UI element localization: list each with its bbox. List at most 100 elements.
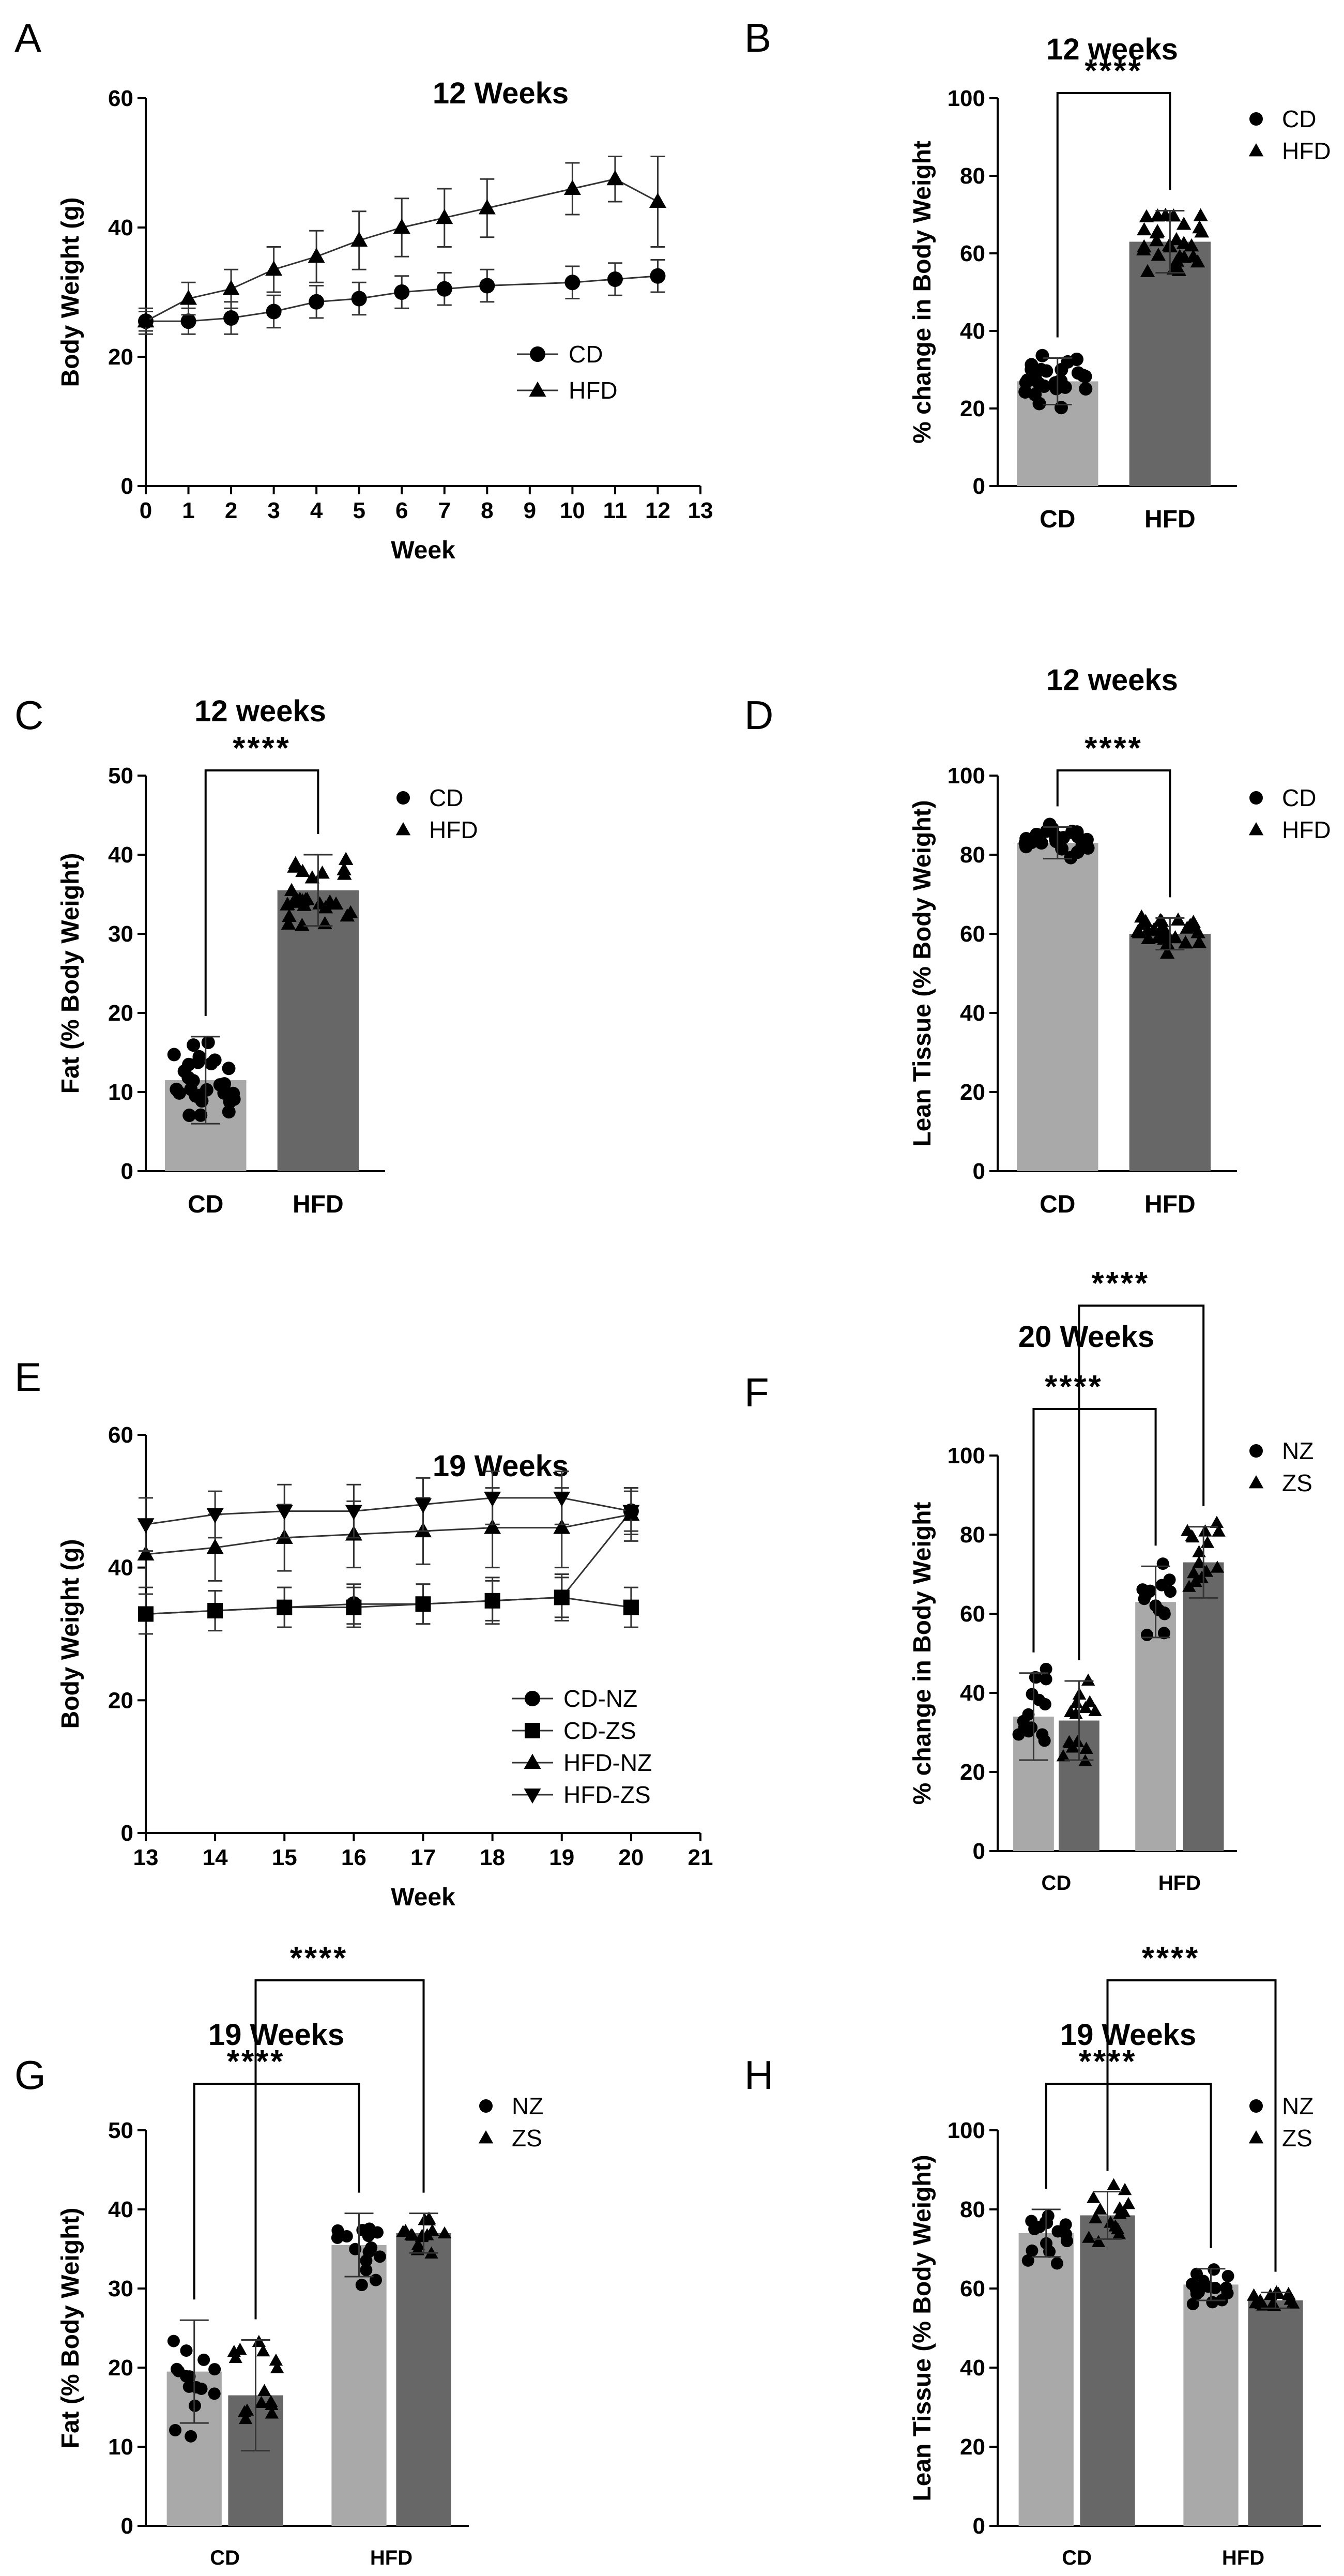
c-legend-cd-label: CD	[429, 784, 463, 811]
e-ytick-label: 20	[108, 1688, 133, 1713]
g-datapoint-cd-nz	[208, 2387, 221, 2400]
e-xtick-label: 15	[272, 1845, 297, 1870]
b-ytick-label: 0	[973, 474, 985, 499]
c-ytick-label: 20	[108, 1001, 133, 1026]
f-ytick-label: 100	[948, 1443, 985, 1468]
g-ytick-label: 20	[108, 2355, 133, 2381]
f-datapoint-hfd-zs	[1210, 1560, 1225, 1573]
f-legend-zs-marker	[1248, 1475, 1264, 1489]
a-series-cd-point	[309, 294, 325, 310]
c-datapoint-cd	[181, 1071, 195, 1085]
d-datapoint-hfd	[1134, 909, 1149, 923]
a-legend-hfd-label: HFD	[569, 377, 618, 404]
e-series-hfd-zs-point	[553, 1491, 571, 1507]
b-datapoint-hfd	[1186, 249, 1201, 263]
h-legend-nz-marker	[1249, 2099, 1263, 2113]
a-series-cd-point	[351, 291, 367, 307]
f-legend-nz-label: NZ	[1282, 1437, 1314, 1464]
d-ytick-label: 100	[948, 763, 985, 789]
d-ytick-label: 80	[960, 842, 985, 868]
h-datapoint-hfd-zs	[1263, 2288, 1277, 2300]
g-datapoint-cd-nz	[180, 2344, 193, 2357]
h-datapoint-cd-zs	[1093, 2202, 1107, 2215]
c-datapoint-hfd	[338, 852, 354, 865]
d-ylabel: Lean Tissue (% Body Weight)	[909, 800, 936, 1146]
g-datapoint-cd-zs	[264, 2395, 278, 2407]
f-datapoint-hfd-zs	[1186, 1566, 1201, 1579]
b-datapoint-cd	[1079, 382, 1093, 396]
a-series-cd-point	[266, 304, 282, 320]
h-datapoint-hfd-zs	[1286, 2296, 1300, 2309]
a-series-hfd-line	[145, 178, 659, 322]
e-series-hfd-zs-point	[345, 1505, 362, 1520]
f-datapoint-cd-zs	[1078, 1701, 1093, 1714]
d-bar-cd	[1017, 843, 1098, 1171]
d-datapoint-hfd	[1178, 935, 1193, 949]
e-series-cd-zs-point	[623, 1599, 639, 1615]
h-datapoint-hfd-nz	[1190, 2267, 1203, 2280]
d-sig-bracket	[1056, 769, 1171, 898]
b-datapoint-hfd	[1151, 248, 1166, 261]
a-series-cd-point	[650, 268, 666, 284]
a-xtick-label: 7	[438, 498, 451, 523]
c-datapoint-cd	[194, 1108, 208, 1122]
c-category-hfd: HFD	[293, 1191, 344, 1218]
f-datapoint-hfd-zs	[1210, 1516, 1224, 1528]
h-datapoint-cd-nz	[1026, 2244, 1038, 2257]
b-ylabel: % change in Body Weight	[909, 141, 936, 444]
b-legend-cd-label: CD	[1282, 105, 1316, 132]
d-category-hfd: HFD	[1144, 1191, 1196, 1218]
g-datapoint-cd-zs	[265, 2406, 279, 2419]
e-xtick-label: 18	[480, 1845, 505, 1870]
g-sig-bracket-1	[193, 2083, 360, 2300]
a-series-hfd-point	[265, 261, 283, 276]
g-datapoint-hfd-nz	[369, 2274, 382, 2286]
g-datapoint-hfd-nz	[360, 2254, 373, 2267]
e-legend-hfd-zs-label: HFD-ZS	[563, 1781, 651, 1808]
g-datapoint-cd-zs	[238, 2412, 253, 2425]
f-datapoint-hfd-zs	[1182, 1580, 1196, 1592]
h-bar-hfd-zs	[1248, 2300, 1303, 2526]
h-datapoint-hfd-nz	[1206, 2296, 1219, 2309]
b-datapoint-cd	[1034, 362, 1048, 376]
e-xtick-label: 19	[549, 1845, 574, 1870]
g-datapoint-cd-zs	[256, 2344, 270, 2357]
e-legend-cd-nz-label: CD-NZ	[563, 1685, 637, 1712]
d-datapoint-hfd	[1152, 927, 1167, 941]
d-datapoint-hfd	[1190, 925, 1205, 938]
b-datapoint-hfd	[1184, 238, 1199, 252]
g-sig-label-2: ****	[290, 1941, 348, 1976]
f-datapoint-hfd-zs	[1192, 1545, 1206, 1557]
g-datapoint-hfd-nz	[331, 2224, 344, 2237]
panel-e: 0 20 40 60 Body Weight (g) 13 14 15 16 17 18 19 20 21…	[57, 1422, 713, 1911]
b-datapoint-cd	[1035, 348, 1049, 362]
b-datapoint-cd	[1029, 373, 1043, 387]
d-datapoint-hfd	[1186, 915, 1201, 928]
f-ytick-label: 0	[973, 1839, 985, 1864]
a-series-cd-point	[180, 313, 196, 329]
c-legend-hfd-marker	[395, 822, 411, 836]
c-ytick-label: 40	[108, 842, 133, 868]
a-xtick-label: 12	[645, 498, 670, 523]
g-datapoint-cd-nz	[208, 2363, 221, 2376]
f-datapoint-cd-zs	[1063, 1736, 1077, 1748]
c-datapoint-cd	[182, 1109, 196, 1123]
e-series-cd-zs-point	[415, 1596, 431, 1612]
c-datapoint-hfd	[286, 895, 301, 908]
a-series-cd-point	[223, 310, 239, 326]
f-legend-nz-marker	[1249, 1444, 1263, 1458]
g-datapoint-hfd-nz	[365, 2241, 378, 2254]
b-legend-cd-marker	[1249, 112, 1263, 126]
e-ytick-label: 60	[108, 1422, 133, 1448]
e-series-cd-zs-point	[207, 1603, 223, 1619]
b-datapoint-cd	[1018, 385, 1032, 399]
a-title: 12 Weeks	[433, 77, 569, 110]
d-datapoint-hfd	[1170, 912, 1186, 926]
g-datapoint-hfd-nz	[360, 2264, 373, 2277]
f-datapoint-cd-nz	[1012, 1728, 1025, 1741]
c-title: 12 weeks	[194, 694, 326, 728]
h-datapoint-hfd-nz	[1221, 2269, 1234, 2282]
e-xtick-label: 17	[410, 1845, 436, 1870]
h-ytick-label: 40	[960, 2355, 985, 2381]
